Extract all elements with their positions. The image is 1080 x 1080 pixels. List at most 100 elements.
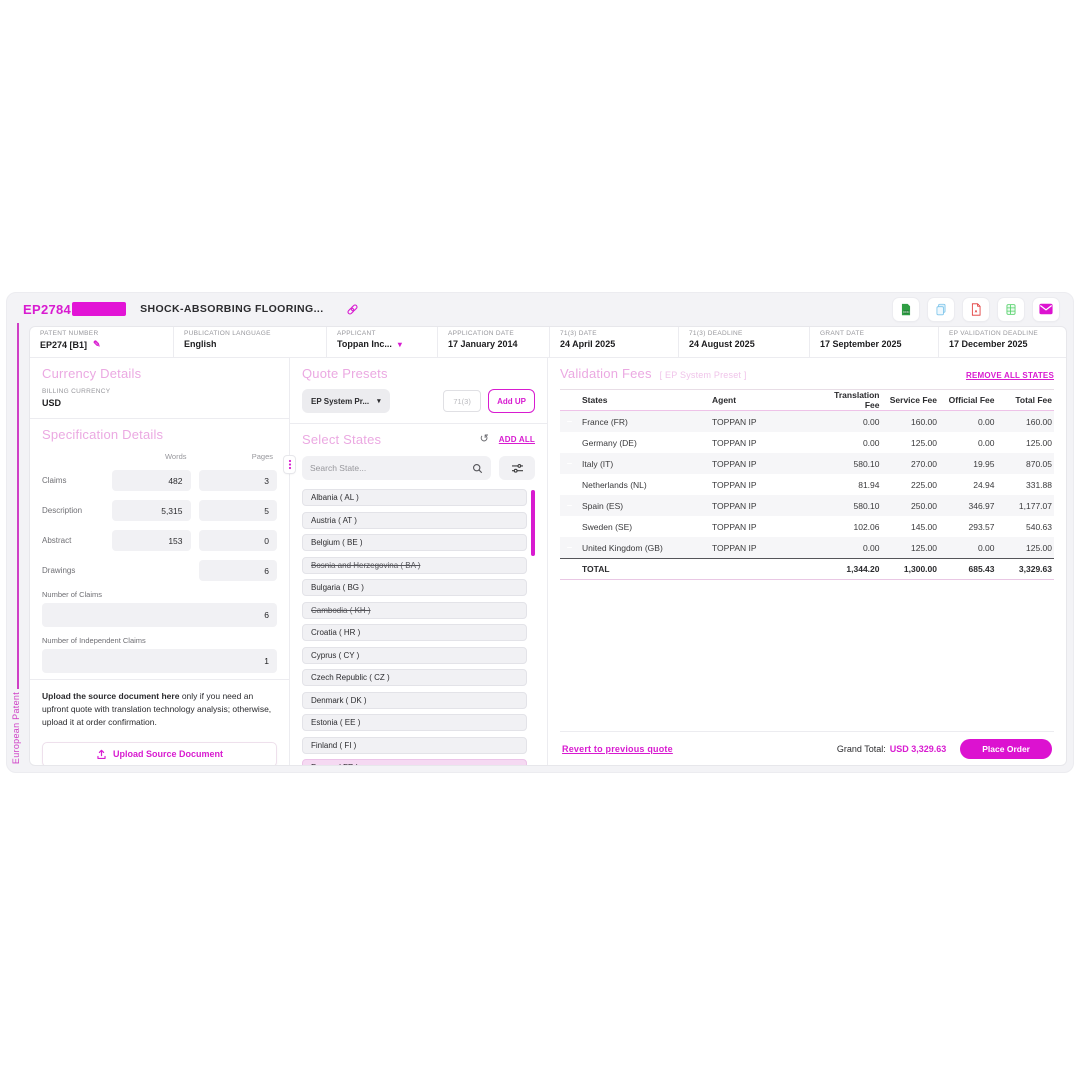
list-scrollbar[interactable]	[531, 489, 535, 556]
place-order-button[interactable]: Place Order	[960, 738, 1052, 759]
states-column: Quote Presets EP System Pr... ▾ Add UP S…	[290, 358, 548, 765]
filter-button[interactable]	[499, 456, 535, 480]
field-application-date: APPLICATION DATE 17 January 2014	[438, 327, 550, 357]
claims-label: Claims	[42, 476, 67, 485]
panel-resize-handle[interactable]	[284, 456, 295, 473]
713-deadline-value: 24 August 2025	[689, 339, 755, 349]
state-list-item[interactable]: Albania ( AL )	[302, 489, 527, 506]
number-of-independent-claims-label: Number of Independent Claims	[42, 636, 146, 645]
email-button[interactable]	[1033, 297, 1059, 321]
state-search-box[interactable]	[302, 456, 491, 480]
description-pages-input[interactable]: 5	[198, 500, 277, 521]
state-search-input[interactable]	[310, 463, 472, 473]
side-bracket-line	[17, 323, 19, 689]
patent-number-value: EP274 [B1]	[40, 339, 88, 350]
col-total-fee: Total Fee	[1015, 395, 1052, 405]
fee-translation: 580.10	[853, 500, 880, 511]
search-icon	[473, 463, 483, 473]
total-official: 685.43	[968, 564, 995, 574]
field-ep-validation-deadline: EP VALIDATION DEADLINE 17 December 2025	[949, 330, 1038, 349]
state-list-item[interactable]: France ( FR )	[302, 759, 527, 765]
chevron-down-icon: ▾	[377, 398, 381, 405]
drawings-pages-input[interactable]: 6	[198, 560, 277, 581]
copy-button[interactable]	[928, 297, 954, 321]
fee-state: Netherlands (NL)	[582, 479, 647, 490]
col-translation-fee: Translation Fee	[834, 390, 880, 410]
ep-validation-deadline-value: 17 December 2025	[949, 339, 1028, 349]
patent-fields-bar: PATENT NUMBER EP274 [B1] ✎ PUBLICATION LA…	[30, 327, 1066, 358]
spreadsheet-export-button[interactable]	[998, 297, 1024, 321]
fee-agent: TOPPAN IP	[712, 500, 757, 511]
remove-all-states-link[interactable]: REMOVE ALL STATES	[966, 371, 1054, 380]
claims-pages-input[interactable]: 3	[198, 470, 277, 491]
fee-translation: 0.00	[862, 542, 880, 553]
field-applicant[interactable]: APPLICANT Toppan Inc... ▾	[327, 327, 438, 357]
fee-table-row: Netherlands (NL) TOPPAN IP 81.94 225.00 …	[560, 474, 1054, 495]
svg-text:DOC: DOC	[903, 309, 909, 313]
currency-details-heading: Currency Details	[42, 366, 142, 381]
fee-state: Germany (DE)	[582, 437, 637, 448]
preset-tag: [ EP System Preset ]	[659, 370, 747, 380]
fee-total: 1,177.07	[1018, 500, 1052, 511]
preset-dropdown[interactable]: EP System Pr... ▾	[302, 389, 390, 413]
fee-table-body: France (FR) TOPPAN IP 0.00 160.00 0.00 1…	[560, 411, 1054, 558]
undo-icon[interactable]: ↺	[479, 433, 489, 445]
upload-source-document-button[interactable]: Upload Source Document	[42, 741, 277, 765]
fee-total: 540.63	[1026, 521, 1052, 532]
fee-service: 160.00	[911, 416, 937, 427]
state-list-item[interactable]: Bulgaria ( BG )	[302, 579, 527, 596]
state-list-item[interactable]: Croatia ( HR )	[302, 624, 527, 641]
state-list-item[interactable]: Austria ( AT )	[302, 511, 527, 529]
state-list-item[interactable]: Czech Republic ( CZ )	[302, 669, 527, 686]
revert-to-previous-quote-link[interactable]: Revert to previous quote	[562, 743, 673, 754]
abstract-words-input[interactable]: 153	[112, 530, 191, 551]
total-translation: 1,344.20	[846, 564, 880, 574]
add-up-button[interactable]: Add UP	[488, 389, 535, 413]
copy-icon	[936, 303, 946, 315]
fee-official: 0.00	[977, 416, 995, 427]
fee-table-header: States Agent Translation Fee Service Fee…	[560, 389, 1054, 411]
fee-table-row: Sweden (SE) TOPPAN IP 102.06 145.00 293.…	[560, 516, 1054, 537]
claims-words-input[interactable]: 482	[112, 470, 191, 491]
state-list-item[interactable]: Bosnia and Herzegovina ( BA )	[302, 556, 527, 574]
description-label: Description	[42, 506, 83, 515]
abstract-pages-input[interactable]: 0	[198, 530, 277, 551]
fee-service: 125.00	[911, 437, 937, 448]
state-list-item[interactable]: Cyprus ( CY )	[302, 646, 527, 664]
state-list-item[interactable]: Finland ( FI )	[302, 736, 527, 754]
doc-export-button[interactable]: DOC	[893, 297, 919, 321]
713-date-value: 24 April 2025	[560, 339, 616, 349]
description-words-input[interactable]: 5,315	[112, 500, 191, 521]
billing-currency-label: BILLING CURRENCY	[42, 388, 111, 395]
details-column: Currency Details BILLING CURRENCY USD Sp…	[30, 358, 295, 765]
fee-total: 125.00	[1026, 542, 1052, 553]
chevron-down-icon[interactable]: ▾	[397, 339, 402, 349]
fee-translation: 580.10	[853, 458, 880, 469]
fee-table-total-row: TOTAL 1,344.20 1,300.00 685.43 3,329.63	[560, 558, 1054, 580]
doc-export-icon: DOC	[901, 303, 911, 315]
state-list-item[interactable]: Cambodia ( KH )	[302, 601, 527, 619]
fee-official: 0.00	[977, 542, 995, 553]
add-all-link[interactable]: ADD ALL	[498, 435, 535, 444]
fee-agent: TOPPAN IP	[712, 521, 757, 532]
state-list-item[interactable]: Denmark ( DK )	[302, 691, 527, 709]
state-list-item[interactable]: Estonia ( EE )	[302, 714, 527, 731]
fee-agent: TOPPAN IP	[712, 458, 757, 469]
fee-service: 225.00	[911, 479, 937, 490]
link-icon[interactable]	[346, 303, 359, 316]
upload-section: Upload the source document here only if …	[30, 680, 289, 765]
total-total: 3,329.63	[1018, 564, 1052, 574]
fee-total: 870.05	[1026, 458, 1052, 469]
edit-icon[interactable]: ✎	[93, 339, 101, 349]
fee-table-row: Italy (IT) TOPPAN IP 580.10 270.00 19.95…	[560, 453, 1054, 474]
pdf-export-button[interactable]: A	[963, 297, 989, 321]
fee-service: 145.00	[911, 521, 937, 532]
state-list-item[interactable]: Belgium ( BE )	[302, 534, 527, 551]
quote-footer: Revert to previous quote Grand Total: US…	[560, 731, 1054, 765]
fee-translation: 0.00	[862, 437, 880, 448]
up-713-input[interactable]	[443, 390, 482, 412]
col-service-fee: Service Fee	[889, 395, 937, 405]
number-of-independent-claims-input[interactable]: 1	[42, 649, 277, 673]
fee-state: United Kingdom (GB)	[582, 542, 663, 553]
number-of-claims-input[interactable]: 6	[42, 603, 277, 627]
